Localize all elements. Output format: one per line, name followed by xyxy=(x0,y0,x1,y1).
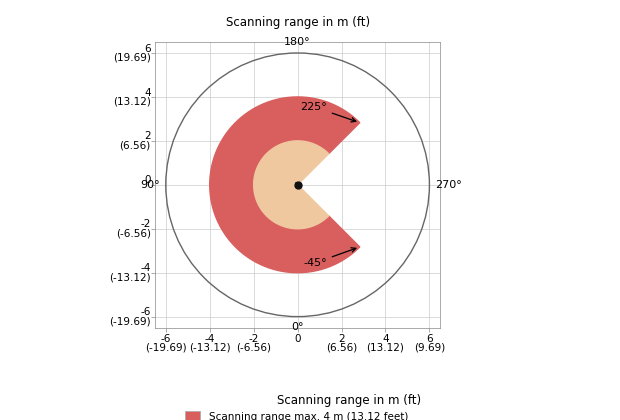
Text: -4: -4 xyxy=(205,334,215,344)
Text: (13.12): (13.12) xyxy=(113,97,151,107)
Text: 90°: 90° xyxy=(141,180,161,190)
Text: (6.56): (6.56) xyxy=(120,141,151,151)
Text: 2: 2 xyxy=(144,131,151,142)
Text: 2: 2 xyxy=(339,334,345,344)
Text: 6: 6 xyxy=(144,44,151,54)
Text: 0: 0 xyxy=(294,334,301,344)
Text: 4: 4 xyxy=(144,87,151,97)
FancyBboxPatch shape xyxy=(295,182,300,188)
Polygon shape xyxy=(210,97,360,273)
Text: 6: 6 xyxy=(426,334,433,344)
Text: Scanning range in m (ft): Scanning range in m (ft) xyxy=(278,394,422,407)
Text: -6: -6 xyxy=(161,334,171,344)
Text: 180°: 180° xyxy=(285,37,311,47)
Text: (-13.12): (-13.12) xyxy=(109,273,151,283)
Text: 0°: 0° xyxy=(291,322,304,332)
Text: (-6.56): (-6.56) xyxy=(116,228,151,239)
Text: (13.12): (13.12) xyxy=(366,343,404,352)
Polygon shape xyxy=(254,141,329,229)
Text: Scanning range in m (ft): Scanning range in m (ft) xyxy=(226,16,370,29)
Text: (9.69): (9.69) xyxy=(414,343,445,352)
Text: (-19.69): (-19.69) xyxy=(109,316,151,326)
Text: -6: -6 xyxy=(141,307,151,317)
Text: -2: -2 xyxy=(141,219,151,229)
Text: -4: -4 xyxy=(141,263,151,273)
Text: -2: -2 xyxy=(249,334,259,344)
Text: (6.56): (6.56) xyxy=(326,343,357,352)
Legend: Scanning range max. 4 m (13.12 feet), Scanning range typical 2 m (6.56 feet)
for: Scanning range max. 4 m (13.12 feet), Sc… xyxy=(185,412,410,420)
Text: 270°: 270° xyxy=(435,180,462,190)
Text: 225°: 225° xyxy=(300,102,356,122)
Text: (-6.56): (-6.56) xyxy=(236,343,271,352)
Text: (19.69): (19.69) xyxy=(113,53,151,63)
Text: (-19.69): (-19.69) xyxy=(145,343,187,352)
Text: 4: 4 xyxy=(382,334,389,344)
Text: 0: 0 xyxy=(144,176,151,185)
Text: (-13.12): (-13.12) xyxy=(189,343,231,352)
Text: -45°: -45° xyxy=(303,248,356,268)
